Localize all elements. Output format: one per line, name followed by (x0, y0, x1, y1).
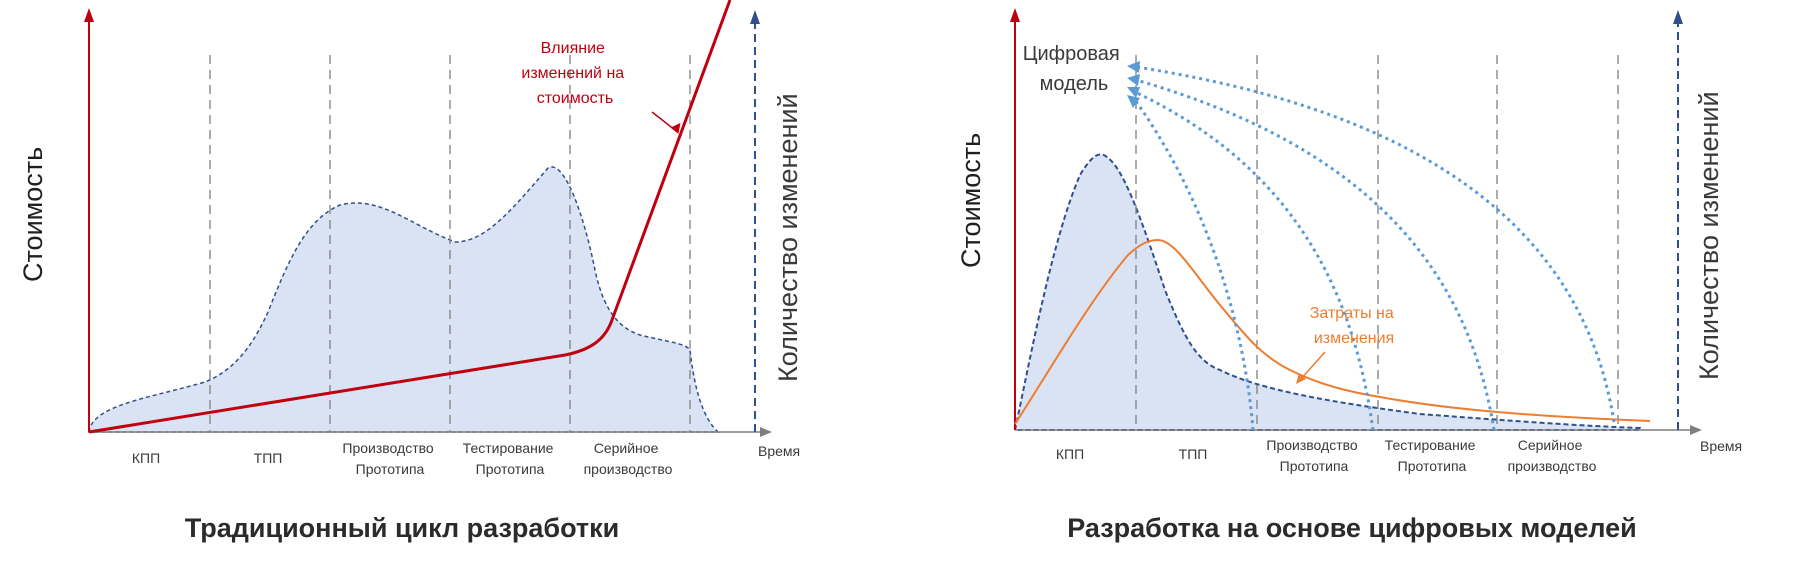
digital-model-label: Цифровая модель (1023, 43, 1126, 95)
phase-label: КПП (132, 450, 160, 466)
right-y-arrow (1010, 8, 1020, 22)
right-title: Разработка на основе цифровых моделей (1067, 513, 1637, 543)
phase-label: Тестирование Прототипа (1385, 437, 1480, 474)
right-y2-arrow (1673, 10, 1683, 24)
phase-label: Производство Прототипа (1266, 437, 1361, 474)
right-feedback-arrowheads (1127, 61, 1140, 108)
left-x-arrow (760, 427, 772, 437)
right-y2-label: Количество изменений (1694, 91, 1724, 380)
right-cost-area (1013, 153, 1641, 431)
left-time-label: Время (758, 443, 800, 459)
arrowhead (1127, 87, 1140, 98)
phase-label: Серийное производство (1508, 437, 1597, 474)
left-y2-arrow (750, 10, 760, 24)
feedback-arrow (1133, 99, 1255, 431)
left-title: Традиционный цикл разработки (185, 513, 619, 543)
phase-label: Тестирование Прототипа (463, 440, 558, 477)
arrowhead (1127, 74, 1140, 86)
right-annotation-arrowhead (1296, 373, 1306, 384)
arrowhead (1127, 61, 1140, 73)
phase-label: Производство Прототипа (342, 440, 437, 477)
feedback-arrow (1135, 65, 1616, 423)
right-change-cost-curve (1014, 238, 1651, 425)
right-diagram: Цифровая модель Затраты на изменения Сто… (956, 8, 1742, 543)
right-phase-dividers (1135, 55, 1619, 430)
arrowhead (1127, 95, 1140, 108)
right-time-label: Время (1700, 438, 1742, 454)
left-y-label: Стоимость (18, 147, 48, 282)
right-y-label: Стоимость (956, 133, 986, 268)
right-phase-labels: КПП ТПП Производство Прототипа Тестирова… (1056, 437, 1597, 474)
phase-label: ТПП (1179, 446, 1208, 462)
left-phase-dividers (209, 55, 691, 432)
phase-label: КПП (1056, 446, 1084, 462)
left-annotation: Влияние изменений на стоимость (521, 40, 628, 107)
right-annotation: Затраты на изменения (1310, 305, 1398, 347)
right-x-arrow (1690, 425, 1702, 435)
left-y2-label: Количество изменений (773, 93, 803, 382)
left-annotation-arrow (651, 111, 681, 134)
left-diagram: Влияние изменений на стоимость Стоимость… (18, 0, 803, 543)
right-feedback-arrows (1133, 65, 1616, 431)
left-phase-labels: КПП ТПП Производство Прототипа Тестирова… (132, 440, 673, 477)
phase-label: Серийное производство (584, 440, 673, 477)
left-impact-line (88, 0, 732, 434)
left-cost-area (88, 166, 720, 433)
feedback-arrow (1135, 78, 1496, 431)
left-y-arrow (84, 8, 94, 22)
right-annotation-arrow (1299, 351, 1326, 381)
phase-label: ТПП (254, 450, 283, 466)
